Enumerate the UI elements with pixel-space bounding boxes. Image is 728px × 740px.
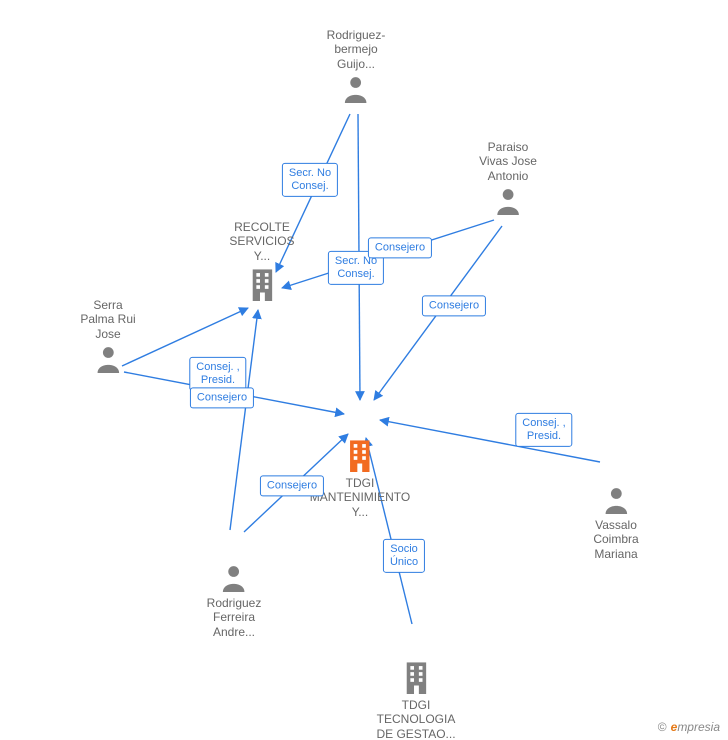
edge-line <box>230 310 258 530</box>
building-icon <box>376 660 455 694</box>
building-icon <box>229 267 294 301</box>
edge-label: Consejero <box>190 387 254 408</box>
person-icon <box>593 486 638 514</box>
diagram-canvas: Rodriguez- bermejo Guijo... Paraiso Viva… <box>0 0 728 740</box>
edge-label: Secr. No Consej. <box>282 163 338 197</box>
person-icon <box>479 187 537 215</box>
edge-label: Socio Único <box>383 539 425 573</box>
node-paraiso[interactable]: Paraiso Vivas Jose Antonio <box>479 140 537 219</box>
copyright-symbol: © <box>658 720 667 734</box>
node-label: Vassalo Coimbra Mariana <box>593 518 638 561</box>
node-rodriguez_bermejo[interactable]: Rodriguez- bermejo Guijo... <box>327 28 386 107</box>
edge-label: Consej. , Presid. <box>189 357 246 391</box>
node-label: Paraiso Vivas Jose Antonio <box>479 140 537 183</box>
edge-label: Consejero <box>368 237 432 258</box>
node-rodriguez_ferreira[interactable]: Rodriguez Ferreira Andre... <box>207 560 262 639</box>
node-vassalo[interactable]: Vassalo Coimbra Mariana <box>593 482 638 561</box>
brand-rest: mpresia <box>677 720 720 734</box>
edge-label: Consej. , Presid. <box>515 413 572 447</box>
node-label: TDGI MANTENIMIENTO Y... <box>310 476 410 519</box>
person-icon <box>80 345 135 373</box>
building-icon <box>310 438 410 472</box>
node-tdgi_mant[interactable]: TDGI MANTENIMIENTO Y... <box>310 434 410 519</box>
node-tdgi_tec[interactable]: TDGI TECNOLOGIA DE GESTAO... <box>376 656 455 740</box>
edge-label: Consejero <box>260 475 324 496</box>
node-label: Rodriguez Ferreira Andre... <box>207 596 262 639</box>
edge-label: Consejero <box>422 295 486 316</box>
node-label: TDGI TECNOLOGIA DE GESTAO... <box>376 698 455 740</box>
node-label: Rodriguez- bermejo Guijo... <box>327 28 386 71</box>
person-icon <box>327 75 386 103</box>
credit: ©empresia <box>658 720 720 734</box>
person-icon <box>207 564 262 592</box>
node-label: Serra Palma Rui Jose <box>80 298 135 341</box>
node-label: RECOLTE SERVICIOS Y... <box>229 220 294 263</box>
node-serra[interactable]: Serra Palma Rui Jose <box>80 298 135 377</box>
node-recolte[interactable]: RECOLTE SERVICIOS Y... <box>229 220 294 305</box>
